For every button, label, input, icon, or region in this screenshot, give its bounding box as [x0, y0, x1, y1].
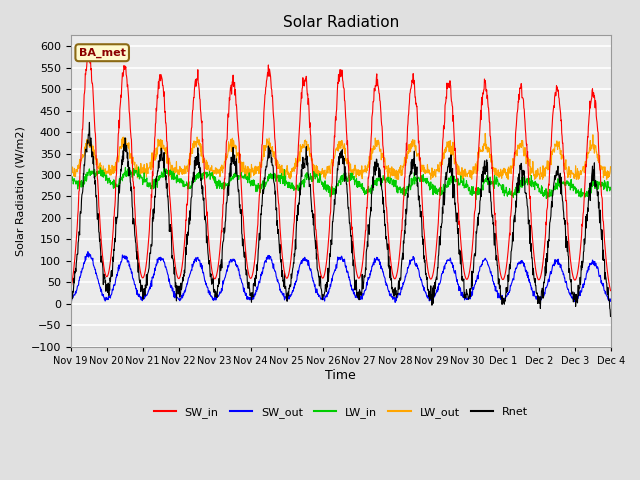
Rnet — [248, 300, 255, 305]
LW_in — [248, 181, 255, 187]
LW_out — [495, 170, 503, 176]
LW_out — [425, 170, 433, 176]
SW_in — [248, 275, 255, 280]
SW_in — [607, 288, 614, 293]
SW_out — [391, 300, 399, 305]
SW_in — [67, 287, 74, 293]
Rnet — [425, 287, 433, 293]
Rnet — [86, 120, 93, 125]
SW_in — [495, 262, 503, 267]
LW_in — [67, 172, 74, 178]
Y-axis label: Solar Radiation (W/m2): Solar Radiation (W/m2) — [15, 126, 25, 256]
SW_out — [425, 296, 433, 301]
LW_in — [495, 182, 503, 188]
Rnet — [495, 276, 503, 282]
Line: Rnet: Rnet — [70, 122, 611, 316]
LW_in — [472, 197, 479, 203]
SW_out — [84, 249, 92, 254]
LW_out — [543, 158, 551, 164]
Title: Solar Radiation: Solar Radiation — [283, 15, 399, 30]
LW_out — [173, 171, 181, 177]
LW_in — [174, 179, 182, 185]
Rnet — [188, 196, 195, 202]
LW_out — [187, 154, 195, 160]
SW_out — [67, 296, 74, 301]
SW_out — [607, 299, 614, 304]
LW_out — [209, 177, 217, 182]
Legend: SW_in, SW_out, LW_in, LW_out, Rnet: SW_in, SW_out, LW_in, LW_out, Rnet — [149, 402, 532, 422]
SW_out — [495, 293, 503, 299]
SW_in — [543, 208, 550, 214]
Rnet — [67, 296, 74, 302]
Line: LW_in: LW_in — [70, 167, 611, 200]
SW_out — [248, 297, 255, 303]
LW_out — [481, 131, 489, 136]
X-axis label: Time: Time — [325, 369, 356, 382]
SW_out — [188, 268, 195, 274]
LW_out — [67, 168, 74, 173]
LW_in — [160, 164, 168, 169]
Text: BA_met: BA_met — [79, 48, 125, 58]
SW_in — [174, 275, 182, 281]
LW_out — [248, 162, 255, 168]
Rnet — [174, 291, 182, 297]
SW_in — [188, 129, 195, 135]
LW_in — [425, 179, 433, 185]
LW_in — [607, 186, 614, 192]
Rnet — [607, 313, 614, 319]
SW_out — [174, 296, 182, 301]
SW_out — [543, 283, 551, 288]
SW_in — [425, 271, 433, 276]
Line: SW_out: SW_out — [70, 252, 611, 302]
Rnet — [543, 251, 550, 256]
SW_in — [86, 47, 93, 52]
LW_in — [188, 183, 195, 189]
LW_out — [607, 164, 614, 169]
LW_in — [543, 189, 551, 195]
Line: SW_in: SW_in — [70, 49, 611, 290]
Line: LW_out: LW_out — [70, 133, 611, 180]
